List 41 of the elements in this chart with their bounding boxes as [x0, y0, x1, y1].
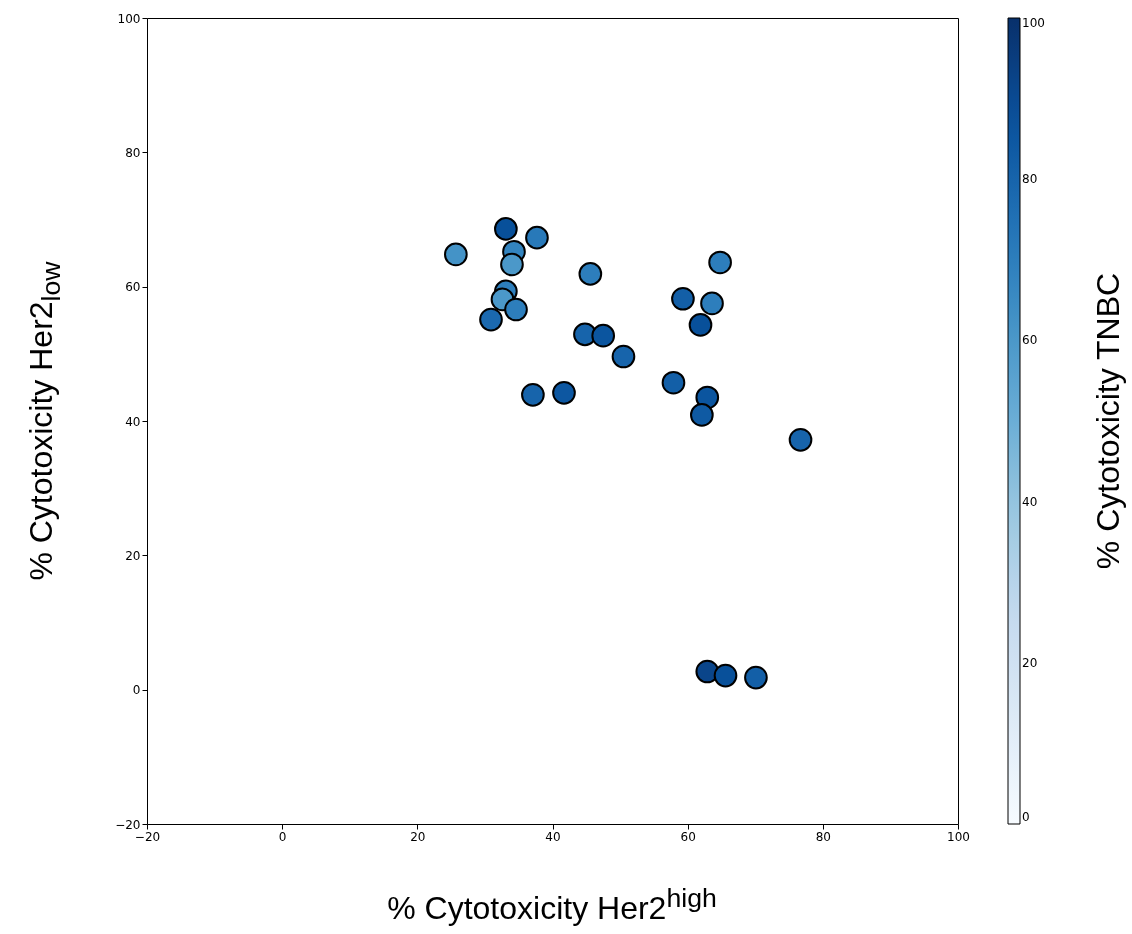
point — [591, 323, 616, 348]
color-bar-label: 0 — [1022, 810, 1030, 824]
point — [504, 297, 528, 322]
point — [500, 252, 524, 277]
point — [521, 382, 545, 407]
color-bar-label: 80 — [1022, 172, 1038, 187]
point — [611, 344, 636, 369]
point — [479, 307, 503, 332]
point — [525, 225, 549, 250]
x-axis-title: % Cytotoxicity Her2$^{high}$ — [387, 883, 717, 927]
y-tick-label: 20 — [125, 548, 141, 563]
y-tick-label: 80 — [125, 145, 141, 160]
point — [552, 380, 576, 405]
point — [708, 250, 732, 275]
color-bar-label: 20 — [1022, 655, 1038, 670]
x-tick-label: 20 — [410, 829, 426, 844]
y-tick-label: 60 — [125, 280, 141, 295]
color-bar-label: 40 — [1022, 494, 1038, 509]
point — [688, 313, 713, 337]
point — [444, 242, 468, 267]
y-tick-label: 100 — [117, 11, 141, 26]
point — [788, 427, 813, 452]
color-bar-label: 100 — [1022, 16, 1045, 30]
x-tick-label: 80 — [815, 829, 831, 844]
point — [671, 286, 695, 311]
point — [578, 262, 603, 286]
x-tick-label: 0 — [278, 829, 287, 844]
y-tick-label: 40 — [125, 414, 141, 429]
point — [700, 291, 724, 316]
x-tick-label: 60 — [680, 829, 696, 844]
x-tick-label: 100 — [947, 829, 970, 844]
x-tick-label: 40 — [545, 829, 561, 844]
point — [690, 403, 714, 427]
y-tick-label: 0 — [132, 683, 141, 698]
color-bar-title: % Cytotoxicity TNBC — [1089, 272, 1127, 570]
point — [744, 665, 768, 690]
point — [661, 370, 686, 395]
point — [494, 217, 518, 241]
point — [713, 663, 738, 688]
color-bar-label: 60 — [1022, 333, 1038, 348]
y-tick-label: −20 — [115, 817, 141, 832]
